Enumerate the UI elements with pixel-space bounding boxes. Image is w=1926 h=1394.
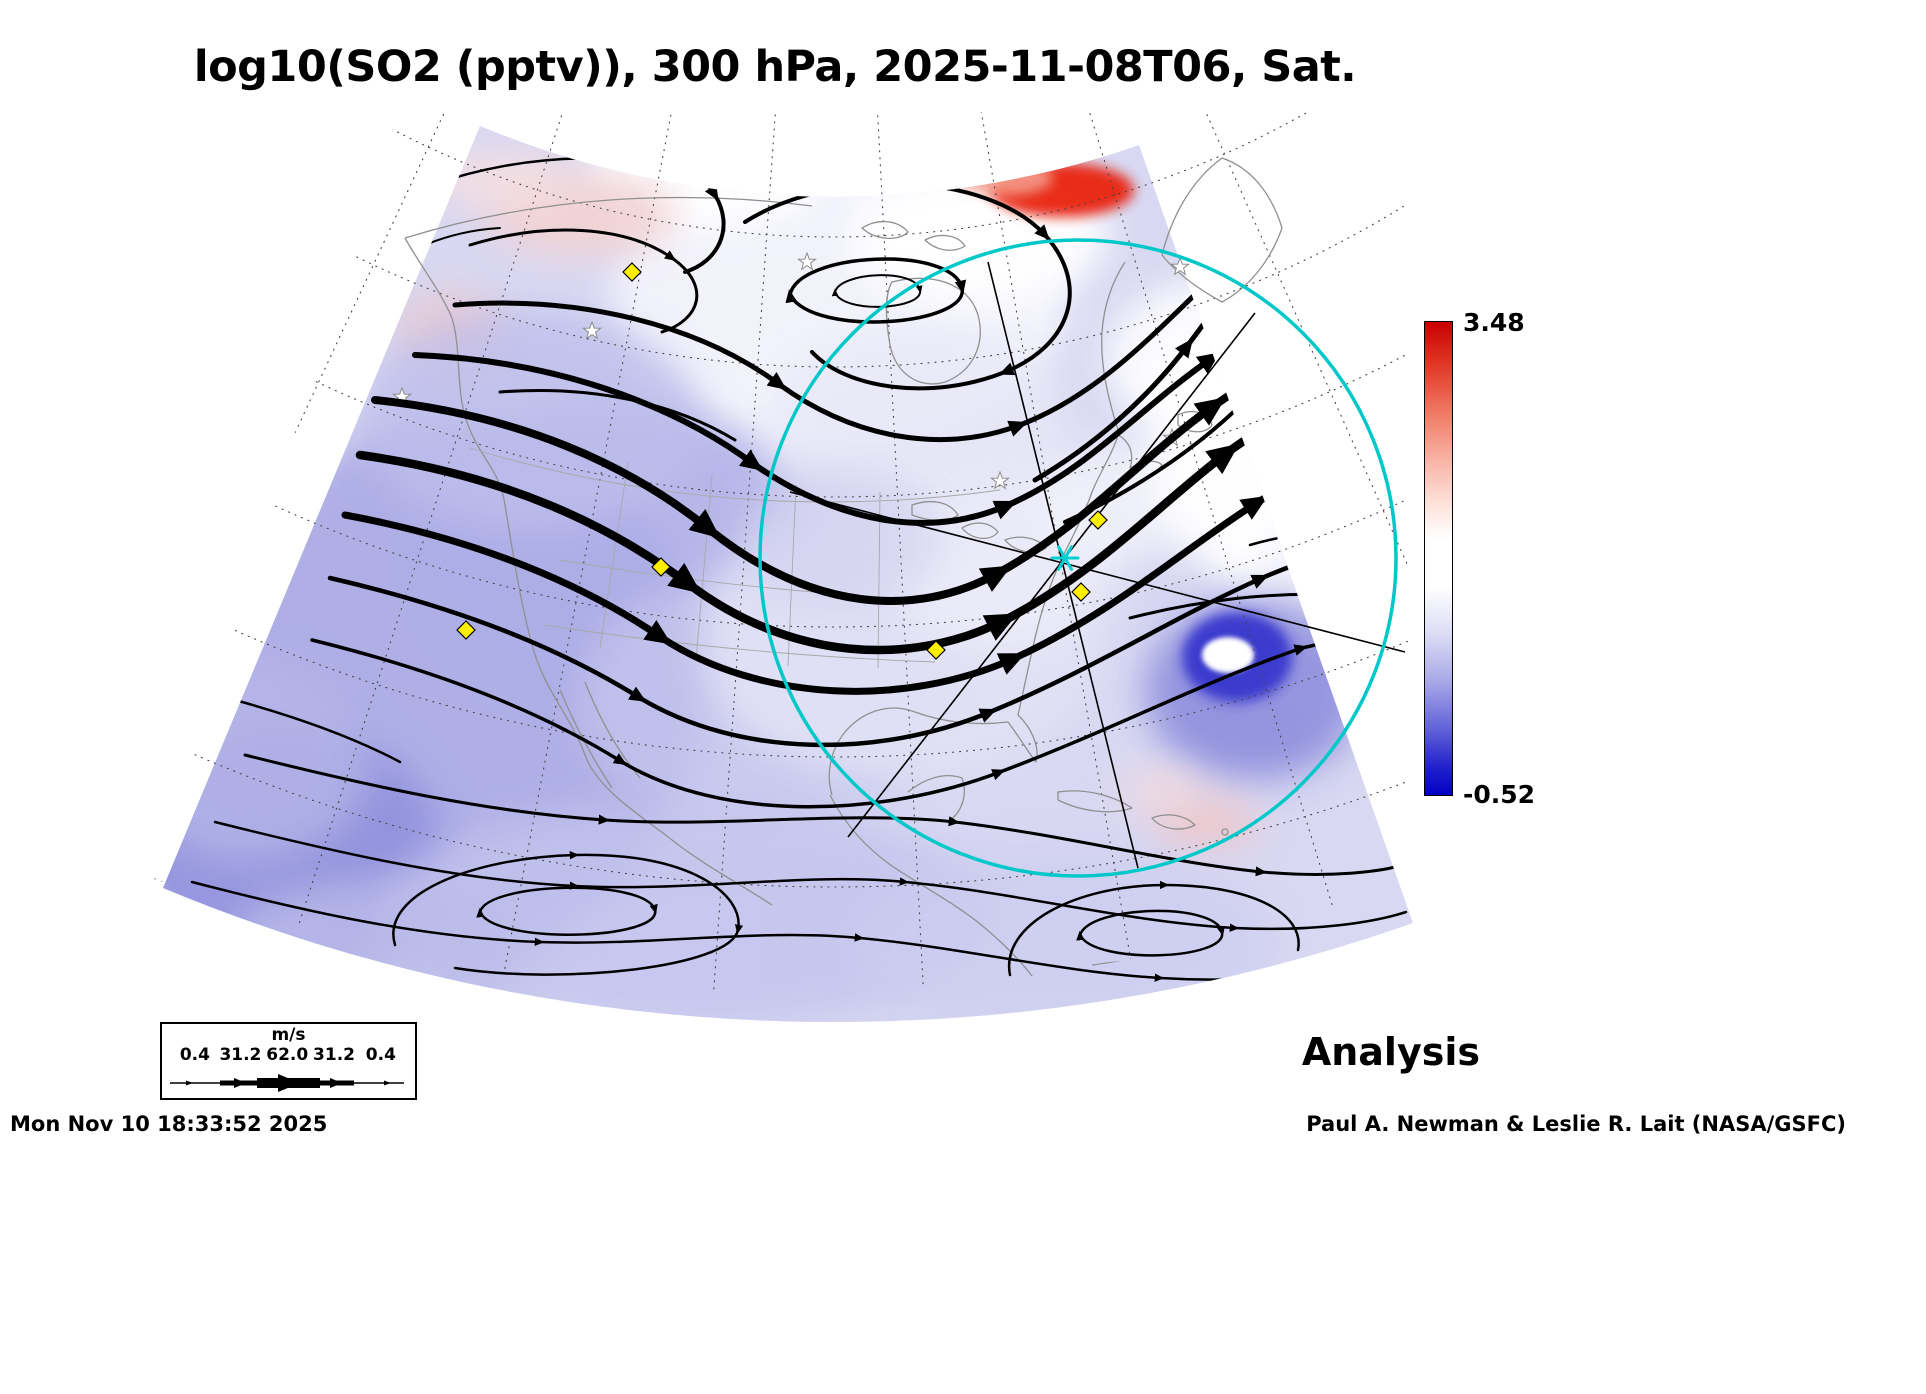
wind-legend-tick: 62.0 [266,1045,309,1065]
wind-legend-tick: 0.4 [179,1045,210,1065]
timestamp: Mon Nov 10 18:33:52 2025 [10,1112,328,1136]
station-markers [456,262,1108,660]
colorbar [1424,321,1453,796]
analysis-mode-label: Analysis [1301,1030,1480,1074]
highlight-circle [758,238,1398,878]
wind-legend-units: m/s [271,1025,306,1045]
wind-legend-tick: 31.2 [313,1045,356,1065]
wind-legend-tick: 31.2 [219,1045,262,1065]
colorbar-min-label: -0.52 [1463,780,1536,809]
wind-speed-legend: m/s 0.4 31.2 62.0 31.2 0.4 [160,1022,417,1100]
wind-legend-tick: 0.4 [365,1045,396,1065]
colorbar-max-label: 3.48 [1463,308,1525,337]
page-title: log10(SO2 (pptv)), 300 hPa, 2025-11-08T0… [193,42,1357,92]
credit: Paul A. Newman & Leslie R. Lait (NASA/GS… [1306,1112,1846,1136]
center-star-marker [1050,545,1080,571]
section-lines [789,261,1406,869]
wind-legend-arrow-scale [170,1074,404,1092]
